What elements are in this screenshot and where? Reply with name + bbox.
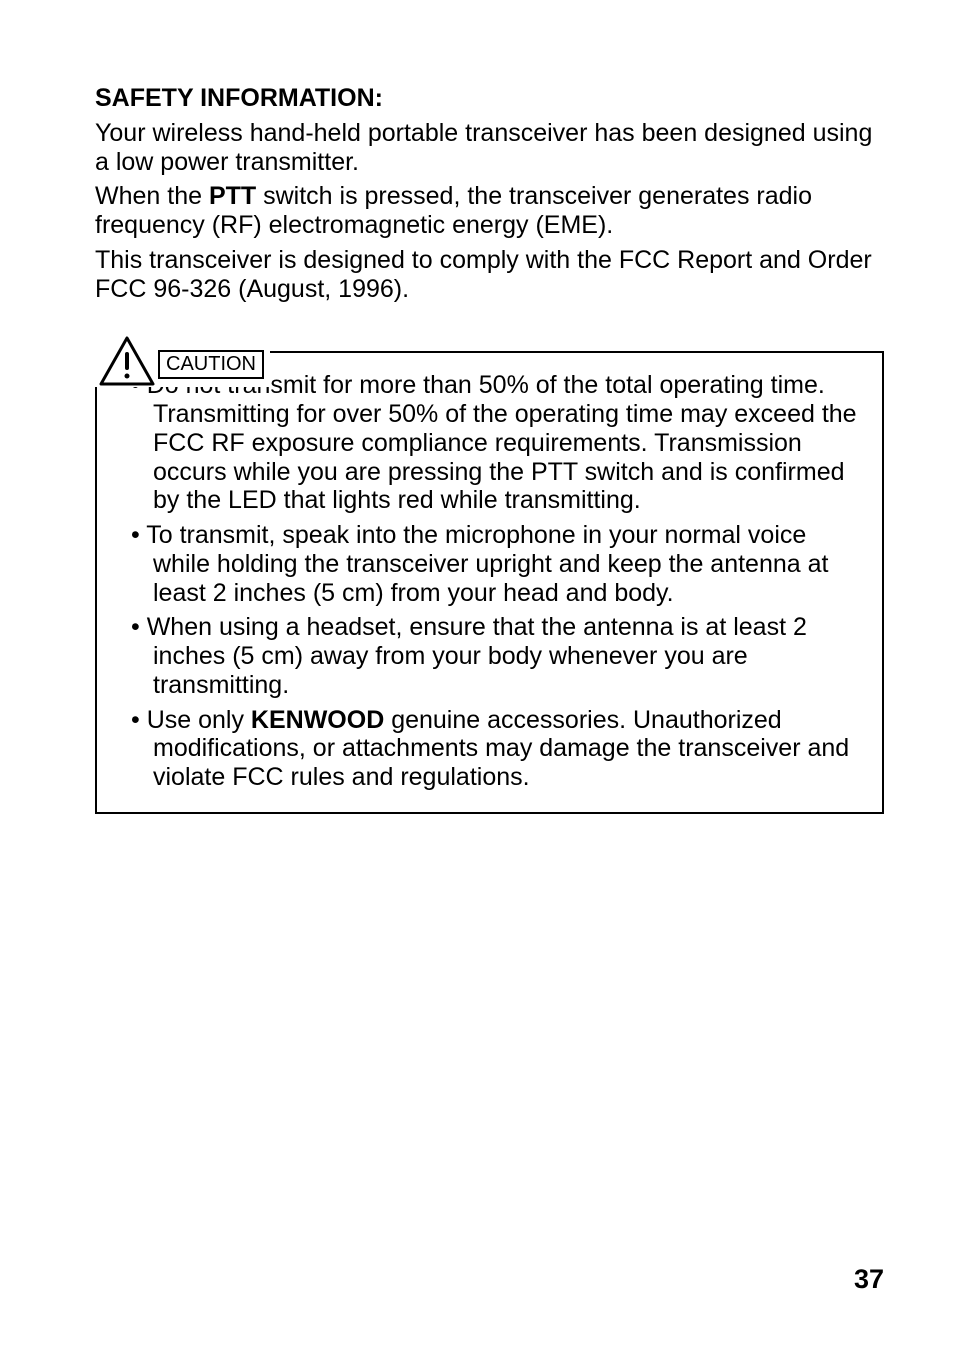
paragraph-3: This transceiver is designed to comply w…	[95, 246, 884, 304]
caution-item-3: When using a headset, ensure that the an…	[117, 613, 862, 699]
caution-item-4-pre: Use only	[147, 706, 251, 734]
caution-item-1: Do not transmit for more than 50% of the…	[117, 371, 862, 515]
caution-list: Do not transmit for more than 50% of the…	[117, 371, 862, 792]
caution-box: Do not transmit for more than 50% of the…	[95, 351, 884, 814]
page: SAFETY INFORMATION: Your wireless hand-h…	[0, 0, 954, 1345]
caution-triangle-icon	[98, 335, 156, 387]
caution-label: CAUTION	[158, 350, 264, 379]
ptt-bold: PTT	[209, 182, 256, 210]
caution-item-4: Use only KENWOOD genuine accessories. Un…	[117, 706, 862, 792]
caution-section: CAUTION Do not transmit for more than 50…	[95, 351, 884, 814]
page-number: 37	[854, 1264, 884, 1295]
safety-heading: SAFETY INFORMATION:	[95, 84, 884, 113]
paragraph-1: Your wireless hand-held portable transce…	[95, 119, 884, 177]
paragraph-2: When the PTT switch is pressed, the tran…	[95, 182, 884, 240]
paragraph-2-pre: When the	[95, 182, 209, 210]
caution-header: CAUTION	[92, 335, 270, 387]
kenwood-bold: KENWOOD	[251, 706, 384, 734]
caution-item-2: To transmit, speak into the microphone i…	[117, 521, 862, 607]
